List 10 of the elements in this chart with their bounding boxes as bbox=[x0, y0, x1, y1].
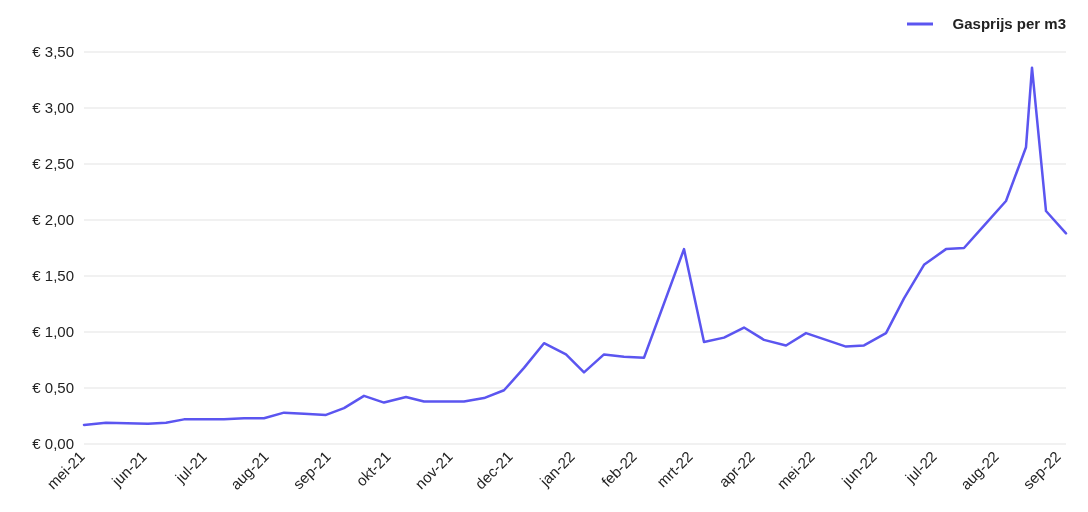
y-tick-label: € 1,50 bbox=[32, 267, 74, 285]
legend-label: Gasprijs per m3 bbox=[952, 15, 1066, 33]
y-tick-label: € 2,50 bbox=[32, 155, 74, 173]
y-tick-label: € 3,00 bbox=[32, 99, 74, 117]
y-tick-label: € 0,00 bbox=[32, 435, 74, 453]
y-tick-label: € 3,50 bbox=[32, 43, 74, 61]
line-series bbox=[82, 66, 1068, 427]
y-tick-label: € 1,00 bbox=[32, 323, 74, 341]
y-tick-label: € 2,00 bbox=[32, 211, 74, 229]
y-tick-label: € 0,50 bbox=[32, 379, 74, 397]
